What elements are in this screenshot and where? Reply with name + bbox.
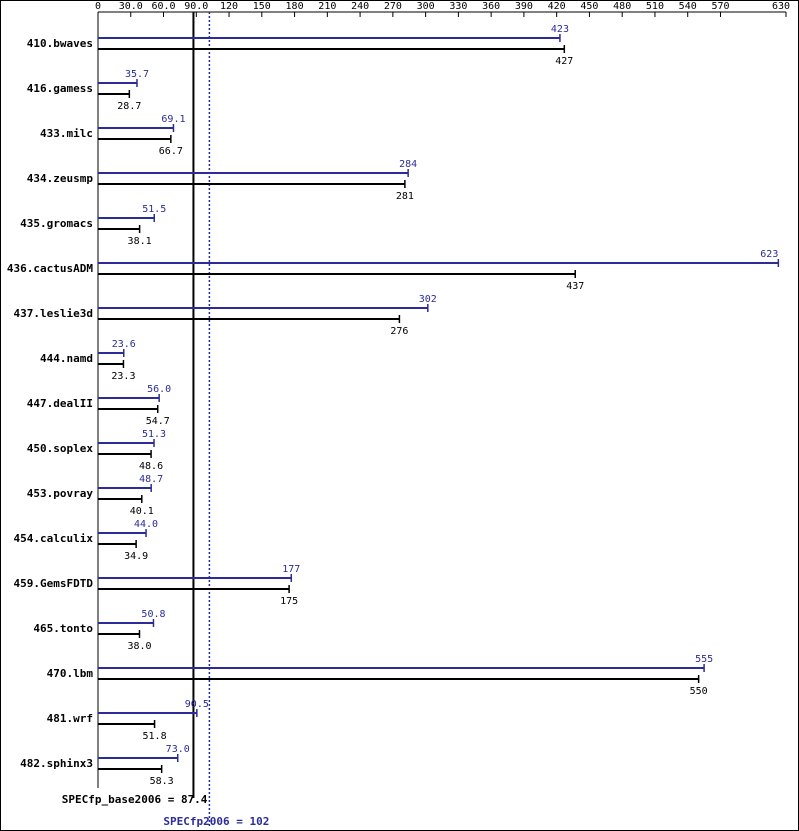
value-label: 90.5 [185,699,209,710]
category-label: 444.namd [40,352,93,365]
value-label: 555 [695,654,713,665]
x-tick-label: 300 [417,1,435,12]
value-label: 34.9 [124,551,148,562]
value-label: 302 [419,294,437,305]
x-tick-label: 180 [286,1,304,12]
category-label: 437.leslie3d [14,307,93,320]
category-label: 435.gromacs [20,217,93,230]
value-label: 623 [760,249,778,260]
value-label: 23.3 [111,371,135,382]
x-tick-label: 240 [351,1,369,12]
category-label: 482.sphinx3 [20,757,93,770]
category-label: 450.soplex [27,442,94,455]
value-label: 35.7 [125,69,149,80]
x-tick-label: 420 [548,1,566,12]
x-tick-label: 390 [515,1,533,12]
value-label: 48.7 [139,474,163,485]
x-tick-label: 210 [318,1,336,12]
x-tick-label: 510 [646,1,664,12]
category-label: 436.cactusADM [7,262,93,275]
value-label: 427 [555,56,573,67]
reference-label: SPECfp2006 = 102 [163,815,269,828]
x-tick-label: 0 [95,1,101,12]
reference-label: SPECfp_base2006 = 87.4 [62,793,208,806]
value-label: 175 [280,596,298,607]
category-label: 434.zeusmp [27,172,94,185]
category-label: 465.tonto [33,622,93,635]
category-label: 453.povray [27,487,94,500]
x-tick-label: 270 [384,1,402,12]
x-tick-label: 330 [449,1,467,12]
x-tick-label: 450 [580,1,598,12]
value-label: 51.3 [142,429,166,440]
value-label: 40.1 [130,506,154,517]
x-tick-label: 30.0 [119,1,143,12]
value-label: 58.3 [150,776,174,787]
category-label: 410.bwaves [27,37,93,50]
x-tick-label: 60.0 [151,1,175,12]
x-tick-label: 360 [482,1,500,12]
x-tick-label: 540 [679,1,697,12]
value-label: 276 [390,326,408,337]
category-label: 459.GemsFDTD [14,577,94,590]
value-label: 56.0 [147,384,171,395]
value-label: 54.7 [146,416,170,427]
value-label: 550 [690,686,708,697]
x-tick-label: 480 [613,1,631,12]
value-label: 51.5 [142,204,166,215]
x-tick-label: 150 [253,1,271,12]
category-label: 433.milc [40,127,93,140]
x-tick-label: 90.0 [184,1,208,12]
value-label: 38.0 [127,641,151,652]
value-label: 51.8 [143,731,167,742]
category-label: 454.calculix [14,532,94,545]
value-label: 423 [551,24,569,35]
x-tick-label: 630 [772,1,790,12]
x-tick-label: 570 [711,1,729,12]
value-label: 44.0 [134,519,158,530]
value-label: 28.7 [117,101,141,112]
value-label: 69.1 [161,114,185,125]
value-label: 66.7 [159,146,183,157]
value-label: 38.1 [128,236,152,247]
category-label: 416.gamess [27,82,93,95]
category-label: 470.lbm [47,667,94,680]
value-label: 73.0 [166,744,190,755]
value-label: 437 [566,281,584,292]
value-label: 23.6 [112,339,136,350]
category-label: 447.dealII [27,397,93,410]
value-label: 48.6 [139,461,163,472]
value-label: 281 [396,191,414,202]
value-label: 50.8 [141,609,165,620]
value-label: 177 [282,564,300,575]
x-tick-label: 120 [220,1,238,12]
value-label: 284 [399,159,417,170]
category-label: 481.wrf [47,712,93,725]
